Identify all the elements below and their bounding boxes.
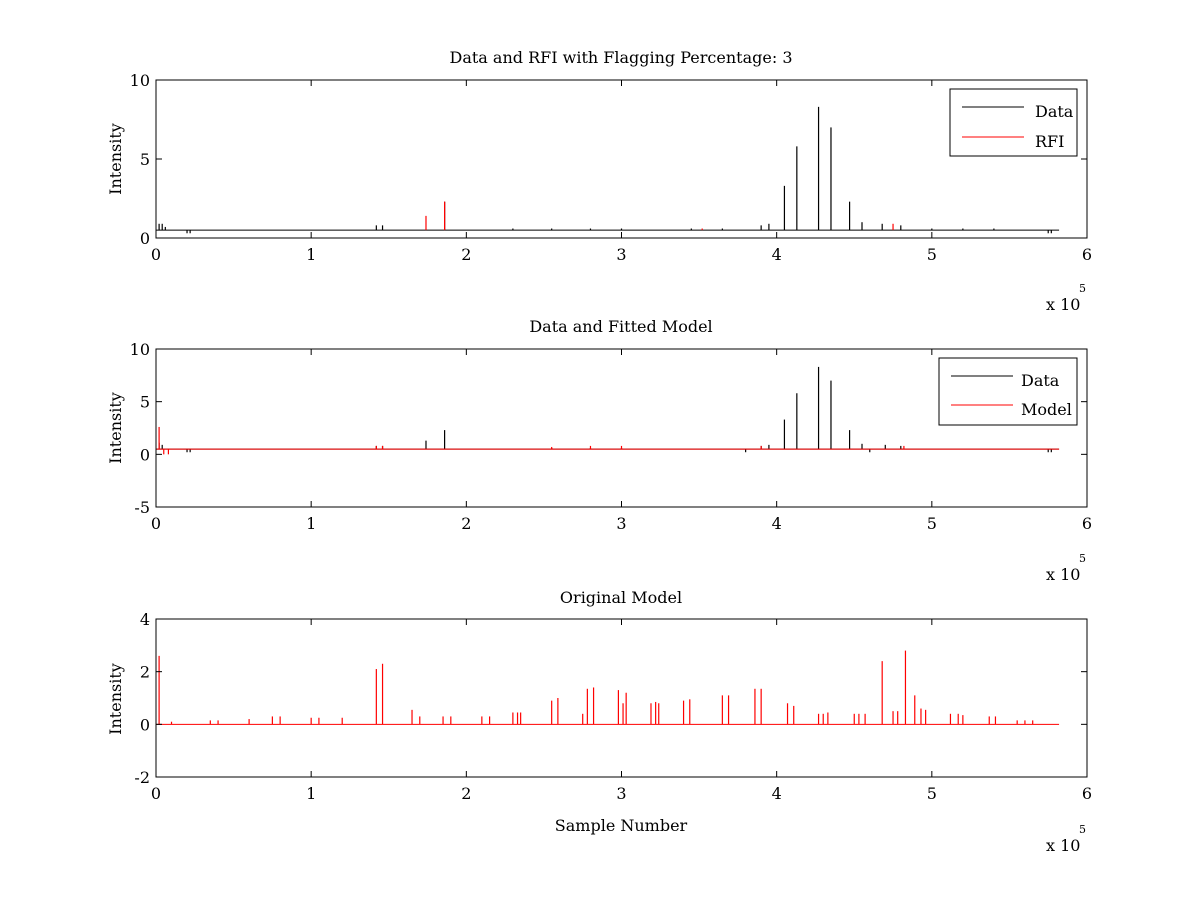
panel-3-x-multiplier-exp: 5 bbox=[1079, 823, 1086, 836]
panel-1-ticks: 0 1 2 3 4 5 6 0 5 10 bbox=[130, 71, 1092, 264]
panel-3-xtick-label: 2 bbox=[461, 784, 471, 803]
panel-3-xtick-label: 3 bbox=[616, 784, 626, 803]
panel-2-ytick-label: -5 bbox=[134, 498, 150, 517]
panel-2-legend-model-label: Model bbox=[1021, 400, 1072, 419]
panel-1-ylabel: Intensity bbox=[106, 123, 125, 195]
panel-1-xtick-label: 0 bbox=[151, 245, 161, 264]
panel-3-ytick-label: 4 bbox=[140, 610, 150, 629]
panel-3-ytick-label: 2 bbox=[140, 663, 150, 682]
panel-1-x-multiplier-exp: 5 bbox=[1079, 282, 1086, 295]
panel-1-title: Data and RFI with Flagging Percentage: 3 bbox=[449, 48, 792, 67]
panel-3-plot-area bbox=[156, 650, 1060, 725]
panel-3-xtick-label: 6 bbox=[1082, 784, 1092, 803]
panel-2-xtick-label: 4 bbox=[772, 514, 782, 533]
panel-2-xtick-label: 0 bbox=[151, 514, 161, 533]
panel-3-ylabel: Intensity bbox=[106, 663, 125, 735]
panel-2-xtick-label: 1 bbox=[306, 514, 316, 533]
panel-2-xtick-label: 2 bbox=[461, 514, 471, 533]
panel-2-ytick-label: 5 bbox=[140, 393, 150, 412]
panel-1-ytick-label: 10 bbox=[130, 71, 150, 90]
panel-3-x-multiplier-base: x 10 bbox=[1046, 836, 1080, 855]
panel-1-ytick-label: 5 bbox=[140, 150, 150, 169]
panel-2-x-multiplier: x 10 5 bbox=[1046, 552, 1086, 584]
panel-3-ytick-label: -2 bbox=[134, 768, 150, 787]
panel-1-xtick-label: 4 bbox=[772, 245, 782, 264]
panel-2-xtick-label: 3 bbox=[616, 514, 626, 533]
panel-3-xlabel: Sample Number bbox=[555, 816, 688, 835]
panel-2-ylabel: Intensity bbox=[106, 392, 125, 464]
panel-2-title: Data and Fitted Model bbox=[529, 317, 712, 336]
panel-2: Data and Fitted Model Intensity 0 1 2 3 4 5 6 -… bbox=[106, 317, 1092, 584]
panel-2-legend: Data Model bbox=[938, 357, 1078, 426]
panel-2-xtick-label: 6 bbox=[1082, 514, 1092, 533]
panel-1-legend-box bbox=[949, 88, 1078, 157]
panel-2-ytick-label: 0 bbox=[140, 445, 150, 464]
panel-3-title: Original Model bbox=[560, 588, 682, 607]
panel-1-x-multiplier-base: x 10 bbox=[1046, 295, 1080, 314]
panel-1-plot-area bbox=[156, 106, 1060, 234]
panel-1-legend-rfi-label: RFI bbox=[1035, 132, 1064, 151]
panel-1-x-multiplier: x 10 5 bbox=[1046, 282, 1086, 314]
panel-3-ytick-label: 0 bbox=[140, 715, 150, 734]
panel-3-xtick-label: 4 bbox=[772, 784, 782, 803]
panel-1-ytick-label: 0 bbox=[140, 229, 150, 248]
panel-2-legend-box bbox=[938, 357, 1078, 426]
panel-2-series-model bbox=[156, 426, 1060, 455]
panel-2-x-multiplier-exp: 5 bbox=[1079, 552, 1086, 565]
panel-2-x-multiplier-base: x 10 bbox=[1046, 565, 1080, 584]
panel-1-series-rfi bbox=[425, 201, 894, 231]
panel-3-x-multiplier: x 10 5 bbox=[1046, 823, 1086, 855]
panel-2-xtick-label: 5 bbox=[927, 514, 937, 533]
panel-1-xtick-label: 3 bbox=[616, 245, 626, 264]
panel-1: Data and RFI with Flagging Percentage: 3… bbox=[106, 48, 1092, 314]
panel-3-xtick-label: 1 bbox=[306, 784, 316, 803]
panel-1-legend-data-label: Data bbox=[1035, 102, 1074, 121]
panel-3-xtick-label: 0 bbox=[151, 784, 161, 803]
panel-1-legend: Data RFI bbox=[949, 88, 1078, 157]
panel-2-plot-area bbox=[156, 366, 1060, 455]
panel-3-series-model bbox=[156, 650, 1060, 725]
panel-3-xtick-label: 5 bbox=[927, 784, 937, 803]
panel-1-xtick-label: 2 bbox=[461, 245, 471, 264]
panel-2-legend-data-label: Data bbox=[1021, 371, 1060, 390]
panel-1-xtick-label: 1 bbox=[306, 245, 316, 264]
panel-1-xtick-label: 6 bbox=[1082, 245, 1092, 264]
panel-2-ytick-label: 10 bbox=[130, 340, 150, 359]
panel-1-xtick-label: 5 bbox=[927, 245, 937, 264]
